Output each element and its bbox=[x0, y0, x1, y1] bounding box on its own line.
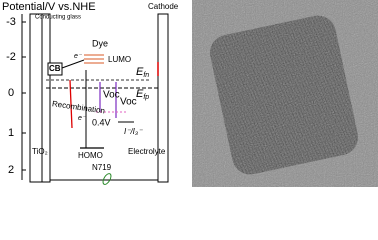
label: e⁻ bbox=[74, 53, 83, 60]
label: Dye bbox=[92, 38, 108, 48]
label: Voc bbox=[120, 97, 137, 108]
axis-ticks bbox=[22, 21, 26, 171]
cathode-electrode bbox=[157, 13, 169, 183]
injection-arrow bbox=[61, 59, 85, 69]
load-symbol bbox=[102, 173, 112, 185]
energy-diagram: Potential/V vs.NHE -3 -2 0 1 2 Conductin… bbox=[2, 1, 179, 185]
label: Cathode bbox=[148, 2, 179, 11]
label: 0.4V bbox=[92, 117, 111, 127]
label: Electrolyte bbox=[128, 147, 166, 156]
tick-label: -2 bbox=[6, 51, 16, 63]
label: Conducting glass bbox=[35, 15, 81, 21]
label: e⁻ bbox=[78, 115, 87, 122]
tick-label: 1 bbox=[8, 127, 14, 139]
tick-label: 0 bbox=[8, 87, 14, 99]
tem-noise bbox=[192, 0, 378, 187]
tick-label: 2 bbox=[8, 164, 14, 176]
recombination-arrow bbox=[69, 79, 73, 129]
tick-label: -3 bbox=[6, 16, 16, 28]
label: HOMO bbox=[78, 151, 103, 160]
label: Voc bbox=[103, 90, 120, 101]
figure: Potential/V vs.NHE -3 -2 0 1 2 Conductin… bbox=[2, 0, 378, 187]
lumo-levels bbox=[84, 54, 104, 64]
tio2-layer bbox=[41, 13, 51, 183]
label: I⁻/I₃⁻ bbox=[124, 127, 143, 136]
label: Efn bbox=[136, 66, 149, 79]
axis-title: Potential/V vs.NHE bbox=[2, 1, 96, 13]
tem-image bbox=[192, 0, 378, 187]
glass-electrode bbox=[29, 13, 43, 183]
label: TiO₂ bbox=[32, 147, 48, 156]
label: N719 bbox=[92, 163, 112, 172]
label: LUMO bbox=[108, 55, 131, 64]
electrolyte-container bbox=[49, 92, 159, 181]
label: Efp bbox=[136, 88, 149, 101]
cb-box bbox=[47, 62, 63, 76]
label: CB bbox=[49, 64, 61, 73]
label: Recombination bbox=[51, 99, 105, 115]
